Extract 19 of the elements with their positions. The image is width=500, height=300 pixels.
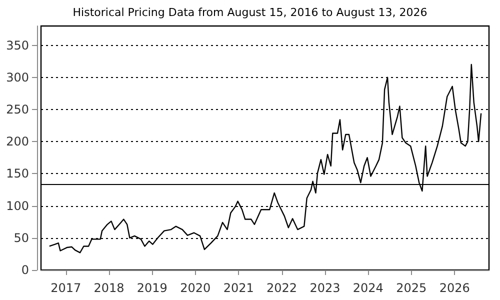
y-tick-label: 300	[6, 70, 29, 84]
y-tick-label: 150	[6, 166, 29, 181]
x-tick-label: 2026	[439, 281, 470, 295]
y-tick-label: 0	[21, 263, 29, 277]
x-tick-label: 2018	[94, 281, 124, 295]
x-tick-label: 2021	[223, 281, 254, 295]
chart-title: Historical Pricing Data from August 15, 2016 to August 13, 2026	[72, 6, 428, 19]
x-tick-label: 2019	[136, 281, 168, 295]
x-tick-label: 2023	[310, 281, 340, 295]
y-tick-label: 350	[6, 38, 29, 52]
y-tick-label: 100	[6, 198, 29, 213]
y-tick-label: 200	[6, 134, 29, 149]
x-tick-label: 2020	[180, 281, 211, 295]
x-tick-label: 2024	[352, 281, 384, 295]
y-tick-label: 50	[14, 230, 29, 245]
x-tick-label: 2017	[50, 281, 82, 295]
x-tick-label: 2022	[266, 281, 298, 295]
y-tick-label: 250	[6, 102, 29, 116]
x-tick-label: 2025	[396, 281, 427, 295]
